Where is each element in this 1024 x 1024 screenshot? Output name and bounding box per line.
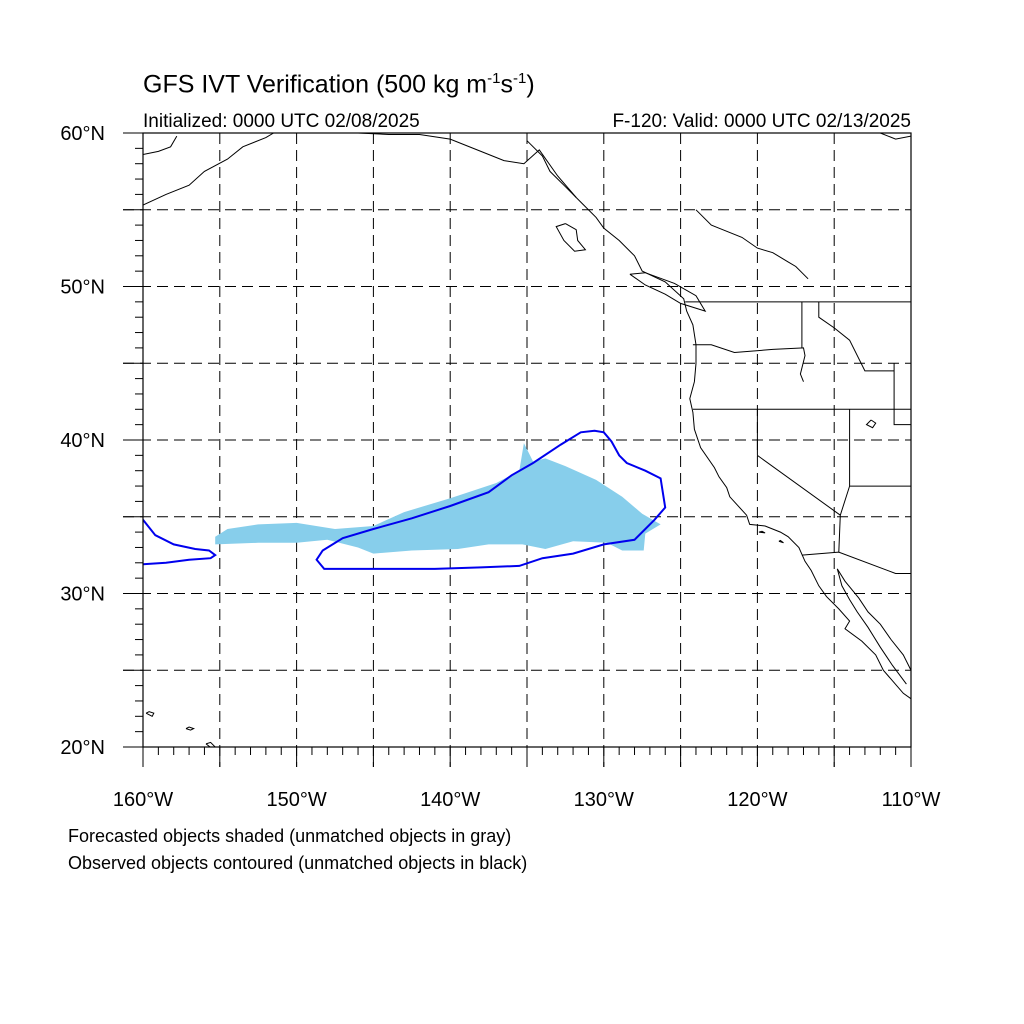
coastline-segment <box>836 568 911 671</box>
lat-tick-label: 50°N <box>60 277 105 299</box>
axis-labels: 20°N 30°N 40°N 50°N 60°N 160°W 150°W 140°W 130°W… <box>60 123 940 811</box>
valid-time: F-120: Valid: 0000 UTC 02/13/2025 <box>612 111 911 132</box>
axis-ticks <box>123 132 912 767</box>
chart-title: GFS IVT Verification (500 kg m-1s-1) <box>143 70 535 99</box>
coastline-segment <box>526 140 911 700</box>
lon-tick-label: 140°W <box>420 789 480 811</box>
coastline-segment <box>836 568 907 685</box>
coastline-segment <box>143 135 178 155</box>
init-time: Initialized: 0000 UTC 02/08/2025 <box>143 111 420 132</box>
coastline-segment <box>880 133 911 140</box>
observed-object-contour <box>315 429 667 570</box>
forecast-object-shading <box>215 443 661 554</box>
coastline-segment <box>756 409 841 516</box>
coastline-segment <box>692 344 806 382</box>
coastline-segment <box>629 272 707 312</box>
lat-tick-label: 40°N <box>60 430 105 452</box>
dashed-gridlines <box>123 133 911 767</box>
coastline-segment <box>801 551 911 574</box>
lat-tick-label: 20°N <box>60 737 105 759</box>
coastline-segment <box>758 530 766 534</box>
coastline-segment <box>838 409 851 553</box>
coastline-segment <box>818 301 895 372</box>
legend-observed: Observed objects contoured (unmatched ob… <box>68 853 528 873</box>
lat-tick-label: 30°N <box>60 584 105 606</box>
coastline-segment <box>695 209 809 280</box>
coastline-segment <box>357 133 577 198</box>
coastline-segment <box>145 711 155 717</box>
forecast-objects <box>215 443 661 554</box>
observed-object-contour <box>143 519 217 566</box>
legend-forecast: Forecasted objects shaded (unmatched obj… <box>68 826 512 846</box>
coastline-segment <box>555 223 587 252</box>
coastlines <box>143 133 911 747</box>
coastline-segment <box>205 741 216 747</box>
coastline-segment <box>865 419 877 429</box>
lat-tick-label: 60°N <box>60 123 105 145</box>
lon-tick-label: 120°W <box>727 789 787 811</box>
lon-tick-label: 110°W <box>882 789 941 811</box>
coastline-segment <box>778 539 784 544</box>
coastline-segment <box>185 726 196 731</box>
lon-tick-label: 160°W <box>113 789 173 811</box>
coastline-segment <box>893 363 911 426</box>
lon-tick-label: 150°W <box>266 789 326 811</box>
lon-tick-label: 130°W <box>574 789 634 811</box>
coastline-segment <box>143 133 274 206</box>
observed-objects <box>143 429 667 570</box>
